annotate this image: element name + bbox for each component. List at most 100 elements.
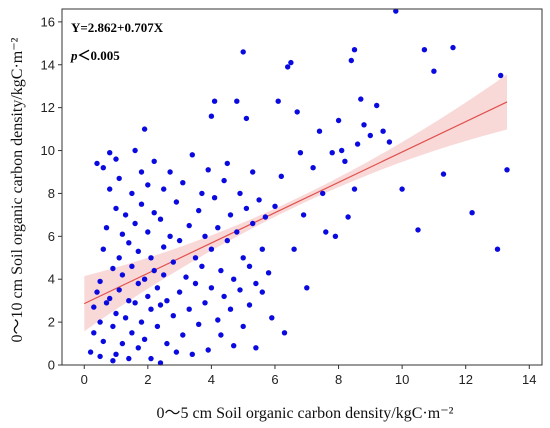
- data-point: [250, 169, 256, 175]
- data-point: [186, 306, 192, 312]
- data-point: [119, 231, 126, 237]
- data-point: [100, 338, 107, 345]
- data-point: [351, 186, 358, 192]
- data-point: [202, 233, 208, 239]
- data-point: [116, 255, 122, 261]
- data-point: [110, 265, 116, 272]
- data-point: [218, 332, 224, 338]
- data-point: [161, 272, 167, 278]
- data-point: [211, 195, 218, 201]
- data-point: [113, 156, 119, 162]
- data-point: [227, 306, 234, 312]
- data-point: [151, 158, 157, 164]
- data-point: [107, 186, 113, 192]
- data-point: [100, 246, 107, 252]
- data-point: [348, 57, 354, 64]
- data-point: [332, 233, 339, 239]
- data-point: [161, 186, 167, 192]
- data-point: [148, 355, 154, 362]
- data-point: [113, 205, 119, 212]
- data-point: [192, 280, 199, 287]
- data-point: [148, 306, 154, 312]
- data-point: [431, 68, 437, 74]
- data-point: [361, 122, 367, 128]
- data-point: [157, 302, 164, 308]
- y-tick-label: 12: [41, 100, 55, 115]
- data-point: [259, 246, 265, 252]
- y-tick-label: 10: [41, 143, 55, 158]
- data-point: [116, 175, 122, 182]
- data-point: [100, 165, 107, 171]
- y-tick-label: 8: [48, 186, 55, 201]
- x-axis-ticks: 0 2 4 6 8 10 12 14: [81, 365, 537, 387]
- x-tick-label: 14: [522, 372, 536, 387]
- data-point: [135, 280, 141, 287]
- data-point: [504, 167, 510, 173]
- data-point: [415, 227, 421, 233]
- data-point: [221, 177, 227, 184]
- data-point: [221, 293, 227, 300]
- data-point: [498, 72, 504, 79]
- data-point: [97, 353, 103, 360]
- p-symbol: p: [70, 48, 78, 63]
- plot-frame: [61, 8, 543, 366]
- data-point: [154, 285, 161, 291]
- data-point: [135, 248, 141, 254]
- data-point: [170, 259, 176, 265]
- data-point: [339, 147, 345, 154]
- data-point: [211, 98, 218, 104]
- data-point: [161, 244, 167, 250]
- data-point: [173, 199, 180, 205]
- data-point: [205, 347, 211, 353]
- data-point: [345, 214, 351, 220]
- data-point: [122, 315, 129, 321]
- data-point: [224, 160, 230, 167]
- data-point: [103, 300, 110, 306]
- data-point: [138, 201, 145, 207]
- data-point: [176, 289, 183, 295]
- data-point: [281, 330, 288, 336]
- data-point: [176, 237, 183, 244]
- data-point: [119, 340, 126, 347]
- data-point: [87, 349, 94, 355]
- data-point: [450, 44, 456, 51]
- y-tick-label: 2: [48, 315, 55, 330]
- data-point: [246, 263, 253, 269]
- data-point: [164, 340, 170, 347]
- data-point: [297, 150, 304, 156]
- data-point: [399, 186, 405, 192]
- data-point: [97, 278, 103, 285]
- data-point: [157, 360, 164, 366]
- data-point: [97, 319, 103, 325]
- data-point: [367, 132, 373, 139]
- data-point: [291, 246, 297, 252]
- data-point: [278, 173, 284, 179]
- data-point: [202, 300, 208, 306]
- data-point: [374, 102, 380, 109]
- data-point: [250, 220, 256, 227]
- data-point: [329, 150, 335, 156]
- data-point: [323, 229, 329, 235]
- x-tick-label: 6: [271, 372, 278, 387]
- x-tick-label: 8: [335, 372, 342, 387]
- data-point: [205, 167, 211, 173]
- data-point: [265, 270, 272, 276]
- data-point: [240, 49, 246, 55]
- data-point: [358, 96, 364, 102]
- data-point: [240, 255, 246, 261]
- data-point: [262, 214, 269, 220]
- data-point: [231, 276, 237, 282]
- data-point: [180, 332, 186, 338]
- data-point: [170, 313, 176, 319]
- data-point: [145, 229, 151, 235]
- data-point: [141, 126, 148, 132]
- data-point: [189, 351, 195, 357]
- data-point: [208, 246, 215, 252]
- data-point: [335, 117, 342, 124]
- data-point: [116, 287, 122, 293]
- data-point: [122, 212, 129, 218]
- data-point: [129, 190, 135, 197]
- y-tick-label: 4: [48, 272, 55, 287]
- data-point: [145, 293, 151, 300]
- data-point: [107, 295, 113, 302]
